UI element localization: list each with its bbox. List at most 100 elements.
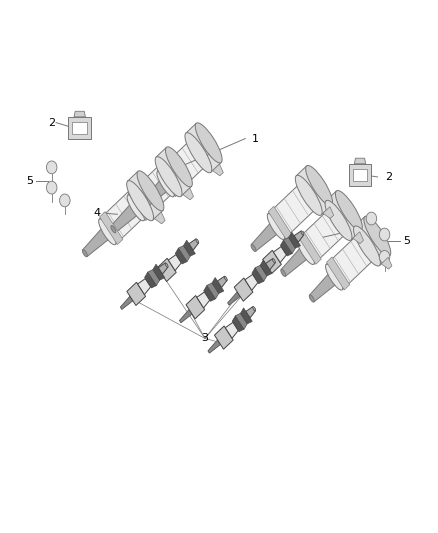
Circle shape	[60, 194, 70, 207]
Polygon shape	[156, 147, 191, 196]
Ellipse shape	[306, 165, 332, 206]
Polygon shape	[251, 221, 279, 251]
Circle shape	[366, 212, 377, 225]
Polygon shape	[310, 271, 338, 302]
Ellipse shape	[166, 147, 192, 187]
Circle shape	[46, 161, 57, 174]
Polygon shape	[273, 247, 286, 263]
Polygon shape	[168, 255, 181, 271]
Ellipse shape	[297, 239, 314, 264]
Polygon shape	[255, 265, 267, 281]
Polygon shape	[83, 226, 111, 256]
Ellipse shape	[127, 195, 145, 221]
Polygon shape	[265, 259, 275, 270]
Ellipse shape	[336, 190, 362, 231]
Circle shape	[379, 228, 390, 241]
Polygon shape	[263, 251, 281, 273]
Polygon shape	[294, 231, 304, 242]
Ellipse shape	[190, 140, 207, 166]
Polygon shape	[186, 296, 205, 319]
Polygon shape	[180, 310, 192, 323]
Polygon shape	[128, 164, 177, 221]
Polygon shape	[234, 278, 253, 301]
Ellipse shape	[253, 306, 256, 311]
Polygon shape	[280, 240, 292, 256]
Polygon shape	[127, 171, 163, 220]
Text: 3: 3	[201, 334, 208, 343]
Polygon shape	[72, 122, 87, 134]
Polygon shape	[283, 238, 295, 254]
Ellipse shape	[224, 276, 227, 280]
Polygon shape	[212, 278, 224, 294]
Polygon shape	[268, 206, 292, 239]
Ellipse shape	[325, 264, 343, 290]
Circle shape	[379, 251, 390, 263]
Polygon shape	[245, 274, 258, 290]
Text: 2: 2	[48, 118, 55, 127]
Ellipse shape	[353, 226, 381, 266]
Polygon shape	[141, 178, 169, 208]
Ellipse shape	[330, 207, 347, 233]
Polygon shape	[178, 246, 190, 262]
Polygon shape	[111, 202, 139, 232]
Polygon shape	[74, 111, 85, 117]
Polygon shape	[151, 272, 163, 286]
Ellipse shape	[141, 201, 145, 209]
Polygon shape	[99, 212, 123, 245]
Polygon shape	[217, 276, 227, 287]
Polygon shape	[326, 233, 375, 290]
Ellipse shape	[272, 259, 276, 263]
Polygon shape	[158, 263, 168, 274]
Text: 5: 5	[403, 236, 410, 246]
Ellipse shape	[99, 219, 116, 245]
Polygon shape	[127, 282, 145, 305]
Ellipse shape	[160, 164, 177, 190]
Polygon shape	[225, 322, 238, 338]
Polygon shape	[381, 257, 392, 269]
Polygon shape	[281, 246, 309, 276]
Ellipse shape	[281, 269, 286, 277]
Polygon shape	[197, 292, 210, 308]
Ellipse shape	[82, 249, 87, 257]
Polygon shape	[138, 279, 151, 295]
Polygon shape	[189, 239, 198, 250]
Polygon shape	[246, 306, 255, 318]
Polygon shape	[145, 272, 156, 288]
Polygon shape	[207, 283, 219, 299]
Polygon shape	[215, 326, 233, 349]
Polygon shape	[158, 164, 181, 197]
Text: 4: 4	[343, 229, 350, 238]
Ellipse shape	[251, 244, 256, 252]
Ellipse shape	[301, 231, 304, 235]
Ellipse shape	[127, 181, 154, 221]
Polygon shape	[326, 257, 350, 290]
Polygon shape	[208, 340, 220, 353]
Polygon shape	[296, 166, 332, 215]
Polygon shape	[212, 164, 223, 176]
Polygon shape	[148, 270, 159, 286]
Polygon shape	[252, 268, 264, 284]
Polygon shape	[232, 316, 244, 332]
Polygon shape	[323, 207, 334, 219]
Ellipse shape	[131, 188, 149, 214]
Polygon shape	[184, 240, 195, 256]
Ellipse shape	[295, 175, 322, 215]
Circle shape	[46, 181, 57, 194]
Polygon shape	[298, 231, 321, 264]
Ellipse shape	[358, 233, 376, 259]
Polygon shape	[99, 188, 148, 245]
Polygon shape	[256, 264, 268, 278]
Ellipse shape	[267, 214, 285, 239]
Ellipse shape	[309, 295, 314, 302]
Polygon shape	[354, 158, 366, 164]
Ellipse shape	[195, 123, 222, 163]
Polygon shape	[268, 183, 317, 239]
Text: 2: 2	[385, 172, 392, 182]
Polygon shape	[326, 191, 361, 240]
Polygon shape	[349, 164, 371, 186]
Polygon shape	[128, 188, 152, 221]
Polygon shape	[154, 212, 165, 224]
Polygon shape	[183, 188, 194, 200]
Text: 1: 1	[252, 134, 259, 143]
Ellipse shape	[185, 133, 212, 173]
